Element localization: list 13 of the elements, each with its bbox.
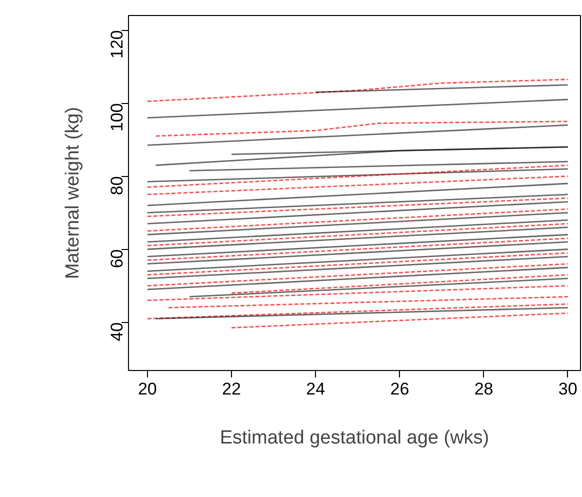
y-tick-label: 40 — [108, 322, 126, 342]
x-tick-label: 24 — [306, 380, 326, 398]
y-tick-label: 120 — [108, 30, 126, 58]
x-axis-title: Estimated gestational age (wks) — [220, 428, 490, 448]
x-tick-label: 22 — [222, 380, 241, 398]
y-tick-label: 80 — [108, 176, 126, 196]
x-tick-label: 26 — [390, 380, 410, 398]
y-tick-label: 60 — [108, 249, 126, 268]
y-axis-title: Maternal weight (kg) — [62, 106, 84, 280]
x-tick-label: 30 — [558, 380, 578, 398]
x-tick-label: 28 — [474, 380, 494, 398]
x-tick-label: 20 — [138, 380, 157, 398]
y-tick-label: 100 — [108, 103, 126, 132]
